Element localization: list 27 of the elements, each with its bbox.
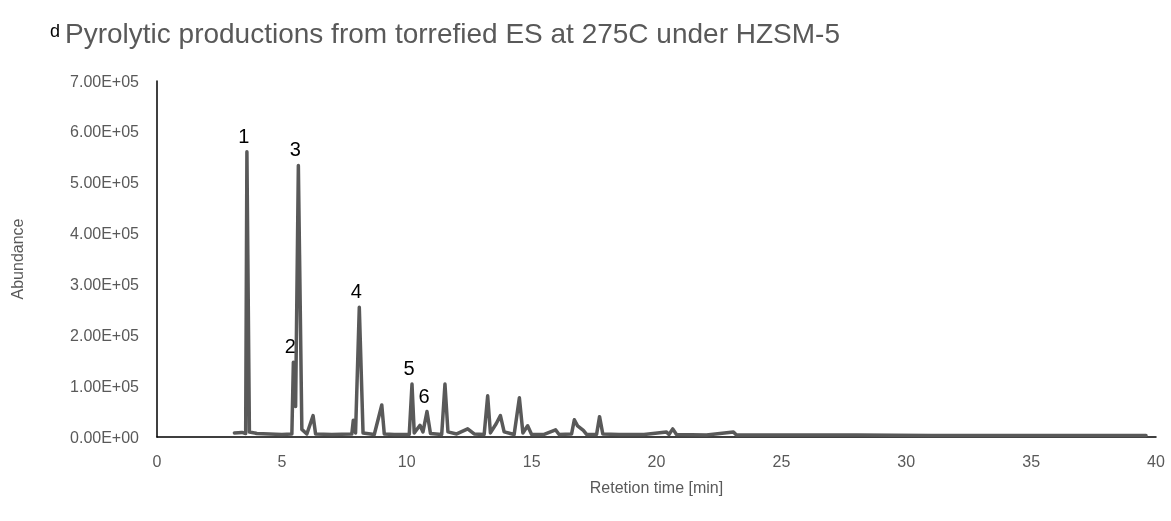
y-tick-label: 0.00E+00 bbox=[70, 428, 140, 446]
y-tick-label: 3.00E+05 bbox=[70, 275, 140, 293]
y-tick-label: 1.00E+05 bbox=[70, 377, 140, 395]
y-tick-label: 2.00E+05 bbox=[70, 326, 140, 344]
x-tick-label: 40 bbox=[1147, 452, 1165, 470]
annotation: 2 bbox=[284, 335, 296, 358]
y-tick-label: 7.00E+05 bbox=[70, 72, 140, 90]
x-tick-label: 20 bbox=[647, 452, 666, 470]
y-tick-label: 5.00E+05 bbox=[70, 174, 140, 192]
y-tick-label: 4.00E+05 bbox=[70, 225, 140, 243]
x-tick-label: 30 bbox=[897, 452, 916, 470]
annotation: 1 bbox=[238, 124, 250, 147]
chart-title: Pyrolytic productions from torrefied ES at 275C under HZSM-5 bbox=[65, 17, 840, 49]
x-tick-label: 35 bbox=[1022, 452, 1041, 470]
x-tick-label: 15 bbox=[522, 452, 541, 470]
x-tick-label: 25 bbox=[772, 452, 791, 470]
x-axis-title: Retetion time [min] bbox=[589, 478, 724, 496]
x-tick-label: 5 bbox=[277, 452, 287, 470]
annotation: 5 bbox=[403, 357, 415, 380]
y-axis-title: Abundance bbox=[8, 218, 26, 300]
annotation: 4 bbox=[350, 280, 362, 303]
text: d bbox=[50, 21, 61, 41]
y-tick-label: 6.00E+05 bbox=[70, 123, 140, 141]
annotation: 6 bbox=[418, 384, 430, 407]
x-tick-label: 10 bbox=[397, 452, 416, 470]
annotation: 3 bbox=[289, 138, 301, 161]
x-tick-label: 0 bbox=[152, 452, 162, 470]
